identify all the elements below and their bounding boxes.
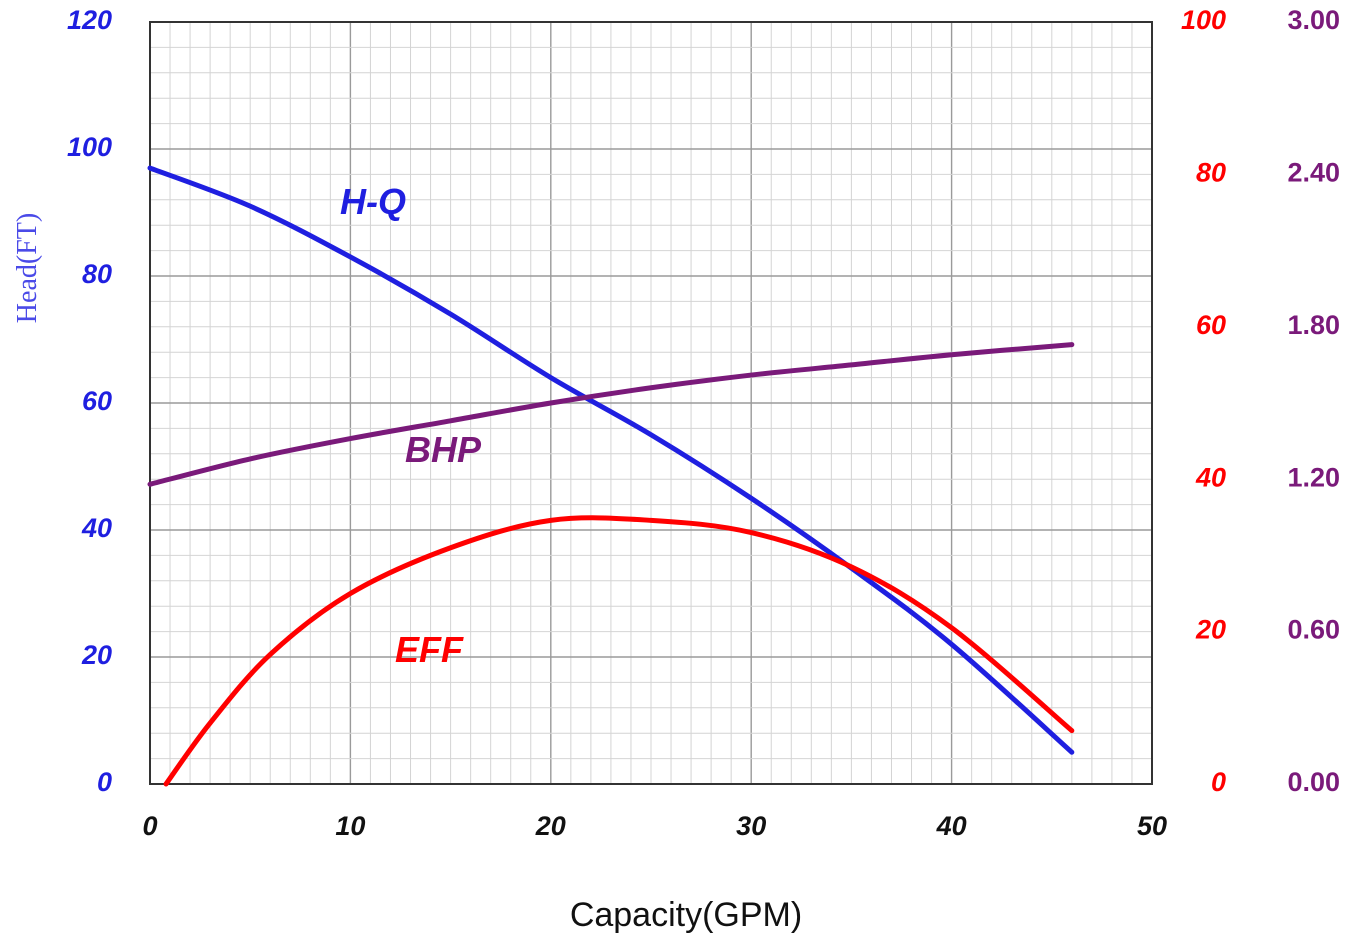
y-right-bhp-tick-label: 0.60 xyxy=(1287,615,1340,645)
y-left-tick-label: 60 xyxy=(82,386,112,416)
x-tick-label: 30 xyxy=(736,811,766,841)
ticks-layer: 0204060801001200204060801000.000.601.201… xyxy=(67,5,1340,841)
y-right-bhp-tick-label: 1.20 xyxy=(1287,462,1340,492)
series-line-hq xyxy=(147,165,1075,755)
y-right-eff-tick-label: 60 xyxy=(1196,310,1226,340)
y-right-bhp-tick-label: 2.40 xyxy=(1287,158,1340,188)
y-left-tick-label: 100 xyxy=(67,132,112,162)
y-right-eff-tick-label: 100 xyxy=(1181,5,1226,35)
y-left-tick-label: 0 xyxy=(97,767,112,797)
y-right-bhp-tick-label: 0.00 xyxy=(1287,767,1340,797)
x-axis-label: Capacity(GPM) xyxy=(570,896,802,934)
series-label-bhp: BHP xyxy=(405,429,482,470)
y-right-eff-tick-label: 0 xyxy=(1211,767,1226,797)
x-tick-label: 40 xyxy=(936,811,967,841)
series-label-hq: H-Q xyxy=(340,181,406,222)
y-left-tick-label: 120 xyxy=(67,5,112,35)
x-tick-label: 50 xyxy=(1137,811,1167,841)
y-left-tick-label: 40 xyxy=(81,513,112,543)
series-layer xyxy=(147,165,1075,787)
x-tick-label: 20 xyxy=(535,811,566,841)
y-right-eff-tick-label: 40 xyxy=(1195,462,1226,492)
series-label-eff: EFF xyxy=(395,629,464,670)
y-left-tick-label: 20 xyxy=(81,640,112,670)
y-right-bhp-tick-label: 3.00 xyxy=(1287,5,1340,35)
y-right-bhp-tick-label: 1.80 xyxy=(1287,310,1340,340)
series-line-bhp xyxy=(147,342,1075,487)
x-tick-label: 0 xyxy=(142,811,157,841)
x-tick-label: 10 xyxy=(335,811,365,841)
y-axis-label: Head(FT) xyxy=(12,213,43,323)
y-right-eff-tick-label: 80 xyxy=(1196,158,1226,188)
grid xyxy=(150,22,1152,784)
y-right-eff-tick-label: 20 xyxy=(1195,615,1226,645)
y-left-tick-label: 80 xyxy=(82,259,112,289)
plot-frame xyxy=(149,21,1153,785)
series-line-eff xyxy=(163,515,1075,787)
